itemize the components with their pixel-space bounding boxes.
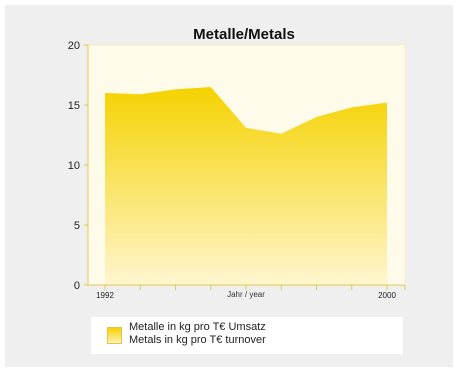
legend-label-en: Metals in kg pro T€ turnover: [129, 334, 266, 346]
x-tick-label-1992: 1992: [96, 291, 114, 300]
y-tick-label-10: 10: [68, 160, 80, 172]
y-tick-label-20: 20: [68, 40, 80, 52]
legend-label-de: Metalle in kg pro T€ Umsatz: [129, 321, 266, 333]
y-tick-label-5: 5: [74, 220, 80, 232]
area-series-0: [105, 87, 387, 285]
y-tick-label-15: 15: [68, 100, 80, 112]
x-tick-label-2000: 2000: [378, 291, 396, 300]
x-axis-label: Jahr / year: [227, 290, 265, 299]
legend: Metalle in kg pro T€ Umsatz Metals in kg…: [91, 317, 403, 354]
chart-title: Metalle/Metals: [193, 26, 295, 43]
y-tick-label-0: 0: [74, 280, 80, 292]
legend-swatch: [107, 327, 122, 344]
